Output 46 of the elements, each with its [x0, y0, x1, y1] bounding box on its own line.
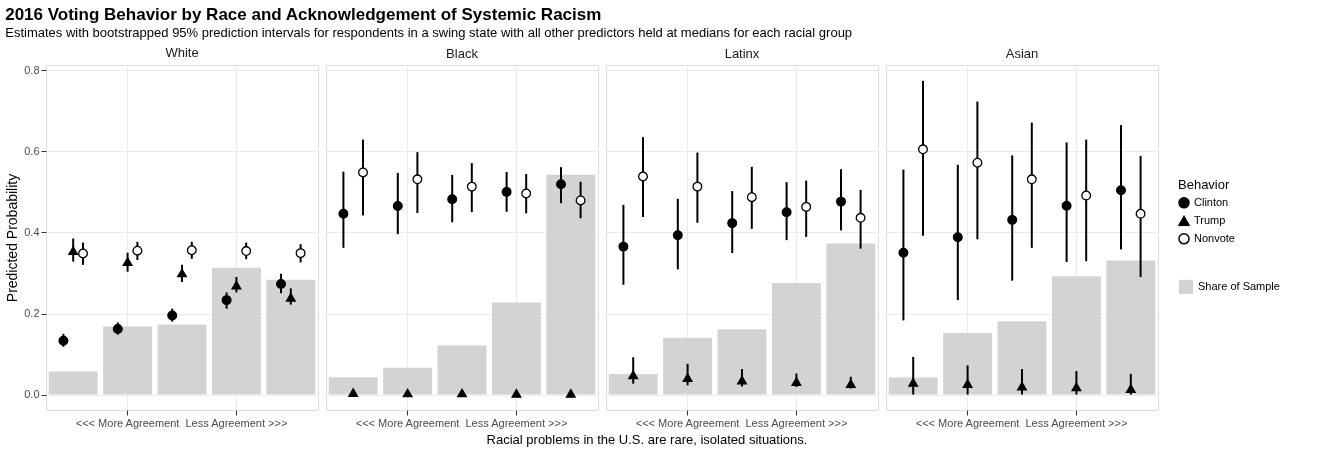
- bar: [48, 371, 98, 395]
- y-tick-label: 0.6: [24, 144, 40, 157]
- bar: [663, 337, 713, 395]
- x-tick-label: Less Agreement >>>: [745, 416, 848, 429]
- bar: [997, 321, 1047, 395]
- chart-title: White: [165, 45, 199, 61]
- x-tick-label: <<< More Agreement: [635, 416, 740, 429]
- x-tick-label: <<< More Agreement: [915, 416, 1020, 429]
- bar: [491, 302, 541, 395]
- legend-label: Trump: [1194, 213, 1226, 226]
- bar: [157, 324, 207, 395]
- x-tick-label: <<< More Agreement: [355, 416, 460, 429]
- legend-label: Nonvote: [1194, 231, 1235, 244]
- bar: [1051, 276, 1101, 395]
- bar: [266, 279, 316, 395]
- text: Racial problems in the U.S. are rare, isolated situations.: [486, 432, 808, 447]
- legend-label: Share of Sample: [1198, 279, 1280, 292]
- bar: [826, 243, 876, 395]
- bar: [608, 373, 658, 395]
- bar: [888, 377, 938, 395]
- bar: [437, 345, 487, 395]
- bar: [211, 267, 261, 395]
- chart-title: Black: [446, 46, 479, 61]
- bar: [328, 377, 378, 395]
- bar: [103, 326, 153, 395]
- bar: [383, 367, 433, 395]
- x-tick-label: Less Agreement >>>: [465, 416, 568, 429]
- text: Estimates with bootstrapped 95% prediction intervals for respondents in a swing state with all other predictors held at medians for each racial group: [5, 24, 853, 40]
- y-tick-label: 0.2: [24, 307, 40, 320]
- chart-title: Asian: [1005, 46, 1039, 61]
- legend-label: Clinton: [1194, 195, 1229, 208]
- legend-title: Behavior: [1178, 176, 1230, 192]
- y-axis-title: Predicted Probability: [4, 173, 21, 303]
- bar: [771, 283, 821, 395]
- bar: [717, 329, 767, 395]
- text: 2016 Voting Behavior by Race and Acknowledgement of Systemic Racism: [5, 4, 602, 24]
- bar: [546, 174, 596, 395]
- x-tick-label: Less Agreement >>>: [185, 416, 288, 429]
- bar: [943, 332, 993, 395]
- x-tick-label: Less Agreement >>>: [1025, 416, 1128, 429]
- x-tick-label: <<< More Agreement: [75, 416, 180, 429]
- y-tick-label: 0.4: [24, 225, 40, 238]
- y-tick-label: 0.0: [24, 388, 40, 401]
- bar: [1106, 260, 1156, 395]
- chart-title: Latinx: [724, 46, 760, 61]
- y-tick-label: 0.8: [24, 63, 40, 76]
